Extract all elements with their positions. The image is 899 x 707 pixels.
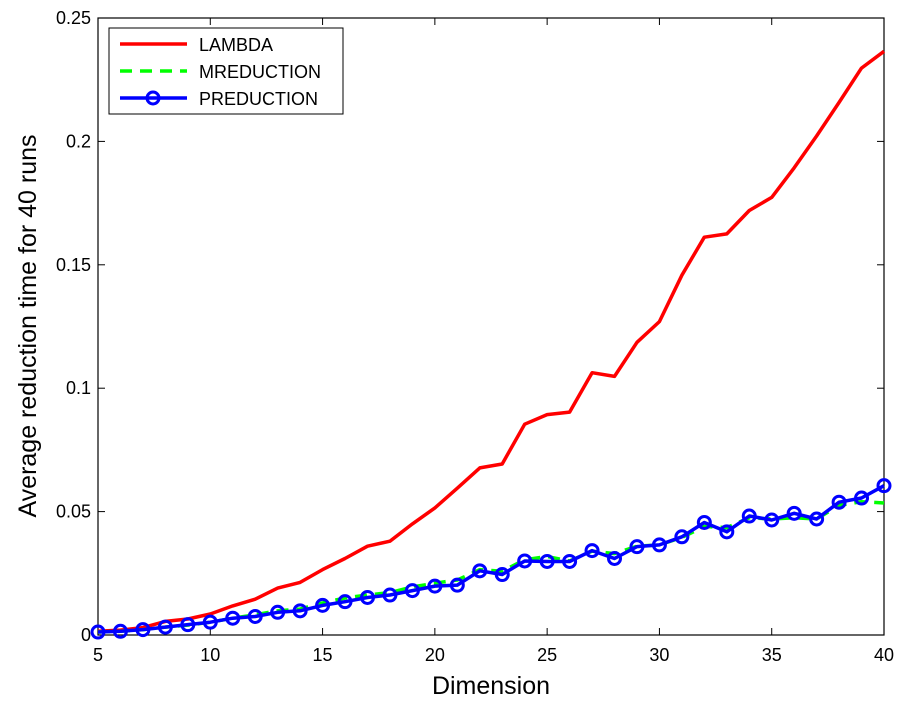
preduction-point bbox=[427, 578, 443, 594]
preduction-point bbox=[337, 594, 353, 610]
preduction-point bbox=[90, 624, 106, 640]
legend-label-mreduction: MREDUCTION bbox=[199, 62, 321, 82]
legend-label-preduction: PREDUCTION bbox=[199, 89, 318, 109]
preduction-point bbox=[382, 587, 398, 603]
legend-label-lambda: LAMBDA bbox=[199, 35, 273, 55]
x-tick-label: 15 bbox=[313, 645, 333, 665]
preduction-point bbox=[831, 494, 847, 510]
preduction-point bbox=[876, 478, 892, 494]
y-axis-label: Average reduction time for 40 runs bbox=[14, 134, 42, 517]
x-axis-label: Dimension bbox=[432, 672, 550, 700]
preduction-point bbox=[764, 512, 780, 528]
preduction-point bbox=[449, 577, 465, 593]
preduction-point bbox=[359, 589, 375, 605]
preduction-point bbox=[607, 550, 623, 566]
series-layer bbox=[90, 49, 892, 640]
preduction-point bbox=[629, 539, 645, 555]
x-tick-label: 40 bbox=[874, 645, 894, 665]
preduction-point bbox=[651, 537, 667, 553]
preduction-point bbox=[472, 563, 488, 579]
preduction-point bbox=[741, 508, 757, 524]
preduction-point bbox=[247, 608, 263, 624]
y-tick-label: 0.05 bbox=[56, 502, 91, 522]
y-tick-label: 0 bbox=[81, 625, 91, 645]
lambda-series-line bbox=[97, 49, 886, 634]
preduction-series-line bbox=[97, 484, 885, 634]
ticks-layer: 5 10 15 20 25 30 35 40 0 0.05 0.1 0.15 0.2 0.25 bbox=[56, 8, 894, 665]
preduction-point bbox=[696, 514, 712, 530]
y-tick-label: 0.15 bbox=[56, 255, 91, 275]
preduction-point bbox=[157, 619, 173, 635]
x-tick-label: 25 bbox=[537, 645, 557, 665]
preduction-point bbox=[539, 553, 555, 569]
preduction-point bbox=[786, 505, 802, 521]
preduction-point bbox=[517, 553, 533, 569]
x-tick-label: 5 bbox=[93, 645, 103, 665]
preduction-point bbox=[315, 597, 331, 613]
preduction-point bbox=[135, 622, 151, 638]
legend-marker-preduction bbox=[145, 90, 161, 106]
preduction-point bbox=[292, 603, 308, 619]
y-tick-label: 0.2 bbox=[66, 131, 91, 151]
preduction-point bbox=[584, 543, 600, 559]
legend-items: LAMBDA MREDUCTION PREDUCTION bbox=[120, 35, 321, 109]
preduction-point bbox=[719, 524, 735, 540]
x-tick-label: 10 bbox=[200, 645, 220, 665]
preduction-point bbox=[202, 614, 218, 630]
preduction-point bbox=[674, 529, 690, 545]
y-tick-label: 0.1 bbox=[66, 378, 91, 398]
preduction-point bbox=[854, 490, 870, 506]
preduction-point bbox=[404, 583, 420, 599]
preduction-point bbox=[270, 604, 286, 620]
preduction-point bbox=[112, 623, 128, 639]
plot-area bbox=[97, 17, 885, 636]
preduction-point bbox=[809, 511, 825, 527]
preduction-point bbox=[562, 553, 578, 569]
preduction-point bbox=[180, 617, 196, 633]
y-tick-label: 0.25 bbox=[56, 8, 91, 28]
x-tick-label: 30 bbox=[649, 645, 669, 665]
preduction-point bbox=[225, 610, 241, 626]
legend: LAMBDA MREDUCTION PREDUCTION bbox=[108, 27, 344, 115]
preduction-point bbox=[494, 567, 510, 583]
x-tick-label: 35 bbox=[762, 645, 782, 665]
x-tick-label: 20 bbox=[425, 645, 445, 665]
